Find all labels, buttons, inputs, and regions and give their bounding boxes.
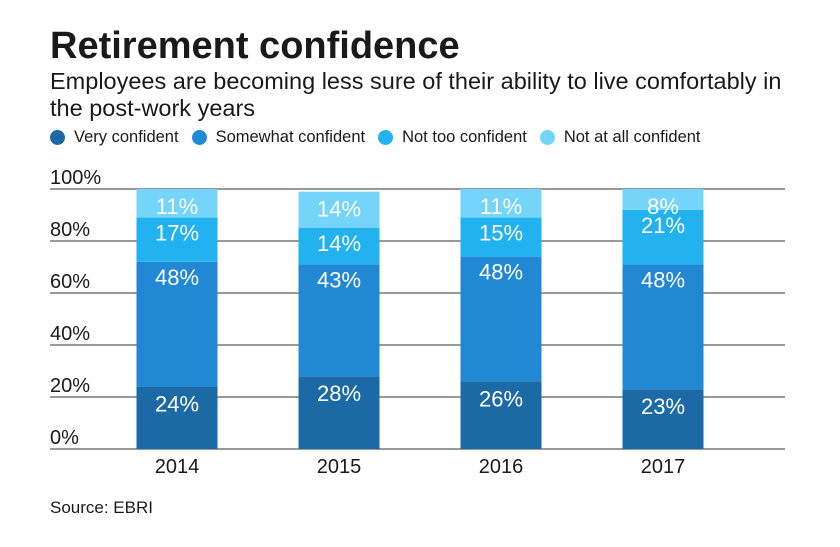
data-label: 8% [647, 194, 679, 219]
bar-segment-2014-3 [136, 189, 218, 218]
chart-title: Retirement confidence [50, 25, 460, 67]
bar-segment-2017-1 [622, 264, 704, 390]
bar-segment-2016-3 [460, 189, 542, 218]
chart-subtitle: Employees are becoming less sure of thei… [50, 68, 782, 121]
bar-segment-2015-1 [298, 264, 380, 377]
bar-segment-2014-0 [136, 386, 218, 449]
data-label: 15% [479, 221, 523, 246]
bar-segment-2015-3 [298, 191, 380, 228]
bar-segment-2017-3 [622, 189, 704, 210]
bar-segment-2014-2 [136, 217, 218, 262]
data-label: 26% [479, 386, 523, 411]
data-label: 21% [641, 213, 685, 238]
legend-swatch-not-at-all-confident [539, 130, 555, 145]
legend-label-very-confident: Very confident [74, 128, 179, 146]
legend: Very confident Somewhat confident Not to… [50, 128, 714, 147]
legend-item-not-too-confident: Not too confident [378, 128, 527, 147]
legend-swatch-not-too-confident [378, 130, 394, 145]
data-label: 48% [155, 265, 199, 290]
data-label: 14% [317, 231, 361, 256]
bar-segment-2014-1 [136, 261, 218, 387]
x-tick-label: 2017 [641, 456, 686, 478]
bar-segment-2017-2 [622, 209, 704, 265]
data-label: 17% [155, 221, 199, 246]
data-label: 14% [317, 197, 361, 222]
legend-swatch-very-confident [50, 130, 65, 145]
y-tick-label: 20% [50, 375, 90, 397]
bar-segment-2015-2 [298, 228, 380, 265]
bar-segment-2015-0 [298, 376, 380, 449]
x-tick-label: 2016 [479, 456, 524, 478]
data-label: 11% [156, 194, 198, 219]
x-tick-label: 2014 [155, 456, 200, 478]
data-label: 23% [641, 394, 685, 419]
data-label: 11% [480, 194, 522, 219]
y-tick-label: 60% [50, 271, 90, 293]
data-label: 24% [155, 392, 199, 417]
data-label: 28% [317, 381, 361, 406]
data-label: 48% [641, 267, 685, 292]
legend-swatch-somewhat-confident [191, 130, 207, 145]
data-label: 43% [317, 267, 361, 292]
y-tick-label: 100% [50, 167, 101, 189]
data-label: 48% [479, 260, 523, 285]
bar-segment-2016-1 [460, 256, 542, 382]
legend-label-not-too-confident: Not too confident [402, 128, 527, 146]
bar-segment-2016-2 [460, 217, 542, 257]
legend-label-somewhat-confident: Somewhat confident [215, 128, 366, 146]
legend-item-very-confident: Very confident [50, 128, 179, 147]
legend-label-not-at-all-confident: Not at all confident [563, 128, 701, 146]
y-tick-label: 0% [50, 427, 79, 449]
x-tick-label: 2015 [317, 456, 362, 478]
legend-item-somewhat-confident: Somewhat confident [191, 128, 366, 147]
y-tick-label: 40% [50, 323, 90, 345]
source-note: Source: EBRI [50, 498, 153, 517]
bar-segment-2017-0 [622, 389, 704, 449]
legend-item-not-at-all-confident: Not at all confident [539, 128, 701, 147]
y-tick-label: 80% [50, 219, 90, 241]
bar-segment-2016-0 [460, 381, 542, 449]
